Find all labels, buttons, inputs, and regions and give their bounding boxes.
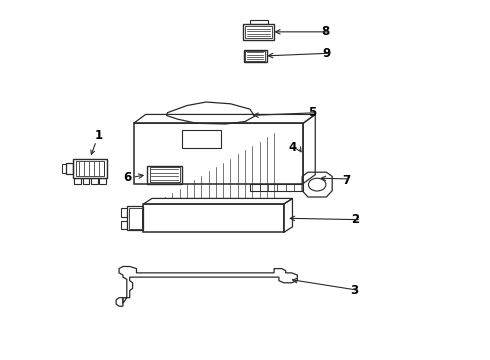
Text: 4: 4	[289, 141, 297, 154]
Text: 5: 5	[308, 106, 316, 119]
Text: 9: 9	[322, 46, 331, 60]
Text: 1: 1	[95, 129, 103, 142]
Text: 3: 3	[351, 284, 359, 297]
Text: 2: 2	[352, 213, 360, 226]
Text: 8: 8	[321, 25, 330, 39]
Text: 7: 7	[342, 174, 350, 187]
Text: 6: 6	[123, 171, 131, 184]
